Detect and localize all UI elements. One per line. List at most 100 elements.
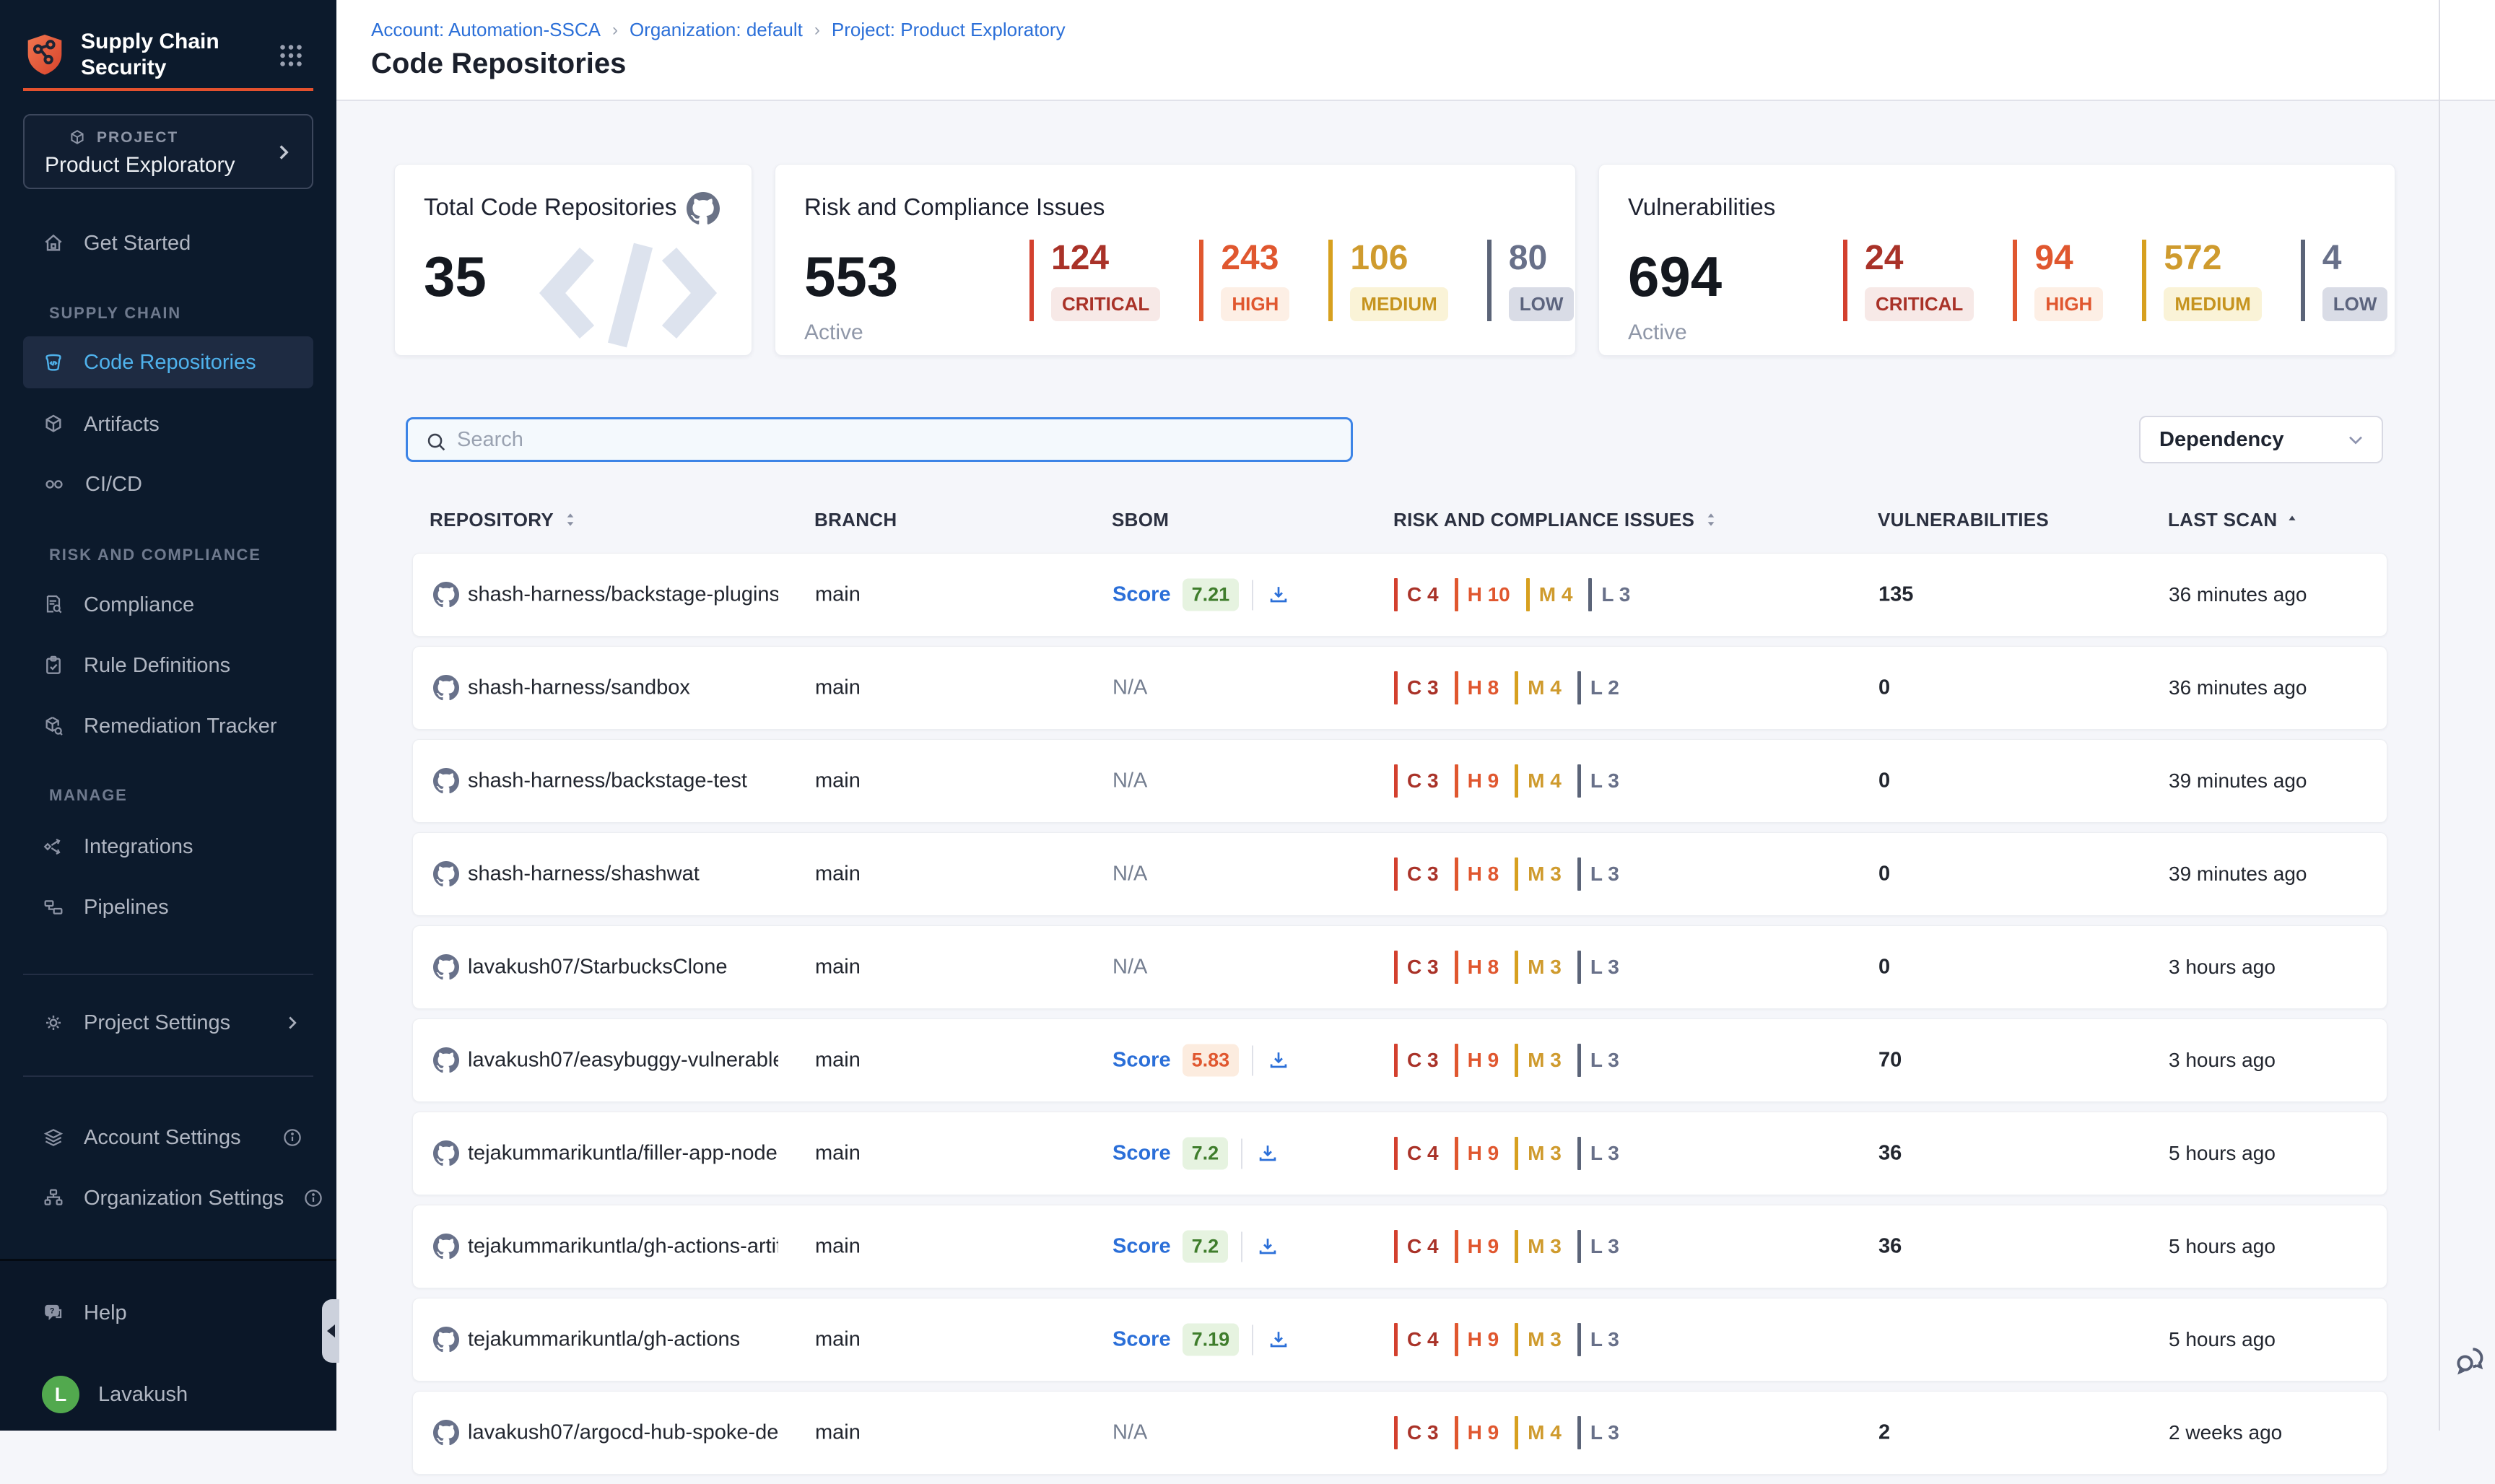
risk-chips: C 3 H 8 M 4 L 2 bbox=[1394, 671, 1635, 704]
github-icon bbox=[433, 861, 459, 887]
table-row[interactable]: tejakummarikuntla/gh-actions-artifacts m… bbox=[412, 1205, 2387, 1288]
sbom-score-link[interactable]: Score bbox=[1112, 1328, 1171, 1352]
sidebar-item-pipelines[interactable]: Pipelines bbox=[23, 881, 313, 933]
table-row[interactable]: tejakummarikuntla/filler-app-node main S… bbox=[412, 1112, 2387, 1195]
search-box[interactable] bbox=[406, 417, 1353, 462]
repo-name[interactable]: lavakush07/StarbucksClone bbox=[468, 956, 727, 979]
breadcrumb-org-link[interactable]: Organization: default bbox=[630, 19, 803, 41]
low-chip: L 3 bbox=[1577, 857, 1619, 891]
column-repository[interactable]: REPOSITORY bbox=[430, 505, 580, 534]
github-icon bbox=[687, 192, 720, 225]
sidebar-item-label: Integrations bbox=[84, 835, 193, 859]
collapse-arrow-icon bbox=[327, 1324, 335, 1337]
column-last-scan[interactable]: LAST SCAN bbox=[2168, 505, 2300, 534]
high-chip: H 9 bbox=[1455, 764, 1499, 798]
table-row[interactable]: shash-harness/sandbox main N/A C 3 H 8 M… bbox=[412, 646, 2387, 730]
vulnerabilities-count: 694 bbox=[1628, 244, 1722, 310]
divider bbox=[1252, 580, 1253, 610]
repo-name[interactable]: tejakummarikuntla/gh-actions bbox=[468, 1328, 740, 1352]
medium-chip: M 3 bbox=[1515, 1323, 1562, 1356]
divider bbox=[1241, 1231, 1242, 1262]
sbom-score-link[interactable]: Score bbox=[1112, 1142, 1171, 1166]
sidebar-item-help[interactable]: ? Help bbox=[23, 1287, 313, 1339]
medium-chip: M 4 bbox=[1515, 1416, 1562, 1449]
critical-chip: C 3 bbox=[1394, 1416, 1439, 1449]
repo-name[interactable]: shash-harness/shashwat bbox=[468, 863, 700, 886]
repo-name[interactable]: tejakummarikuntla/gh-actions-artifacts bbox=[468, 1235, 778, 1259]
sbom-score-link[interactable]: Score bbox=[1112, 1235, 1171, 1259]
download-sbom-icon[interactable] bbox=[1266, 1327, 1291, 1352]
sidebar-item-compliance[interactable]: Compliance bbox=[23, 579, 313, 631]
total-repos-count: 35 bbox=[424, 244, 487, 310]
last-scan: 36 minutes ago bbox=[2169, 583, 2307, 606]
sidebar-item-user-profile[interactable]: L Lavakush bbox=[23, 1369, 313, 1420]
vulnerabilities-card: Vulnerabilities 694 Active 24 CRITICAL 9… bbox=[1598, 164, 2395, 356]
column-risk-issues[interactable]: RISK AND COMPLIANCE ISSUES bbox=[1393, 505, 1720, 534]
low-chip: L 3 bbox=[1577, 764, 1619, 798]
critical-chip: C 3 bbox=[1394, 857, 1439, 891]
medium-chip: M 3 bbox=[1515, 951, 1562, 984]
document-search-icon bbox=[42, 593, 65, 616]
download-sbom-icon[interactable] bbox=[1255, 1234, 1280, 1259]
download-sbom-icon[interactable] bbox=[1255, 1141, 1280, 1166]
risk-severities: 124 CRITICAL 243 HIGH 106 MEDIUM 80 LOW bbox=[1029, 240, 1574, 321]
sidebar-item-rule-definitions[interactable]: Rule Definitions bbox=[23, 640, 313, 691]
app-title: Supply Chain Security bbox=[81, 29, 247, 81]
repo-name[interactable]: tejakummarikuntla/filler-app-node bbox=[468, 1142, 778, 1166]
repo-name[interactable]: shash-harness/backstage-test bbox=[468, 769, 747, 793]
scrollbar-track[interactable] bbox=[2439, 0, 2440, 1431]
repo-name[interactable]: shash-harness/sandbox bbox=[468, 676, 690, 700]
breadcrumb-project-link[interactable]: Project: Product Exploratory bbox=[832, 19, 1066, 41]
sbom-score-link[interactable]: Score bbox=[1112, 583, 1171, 607]
sidebar-item-account-settings[interactable]: Account Settings bbox=[23, 1112, 313, 1164]
low-chip: L 3 bbox=[1577, 1137, 1619, 1170]
table-row[interactable]: lavakush07/argocd-hub-spoke-demo main N/… bbox=[412, 1391, 2387, 1475]
breadcrumb-account-link[interactable]: Account: Automation-SSCA bbox=[371, 19, 601, 41]
table-row[interactable]: shash-harness/backstage-plugins main Sco… bbox=[412, 553, 2387, 637]
sidebar-item-get-started[interactable]: Get Started bbox=[23, 217, 313, 269]
table-row[interactable]: lavakush07/easybuggy-vulnerable-app… mai… bbox=[412, 1018, 2387, 1102]
dependency-filter-dropdown[interactable]: Dependency bbox=[2139, 416, 2383, 463]
sbom-cell: N/A bbox=[1112, 1421, 1147, 1445]
sidebar-item-artifacts[interactable]: Artifacts bbox=[23, 398, 313, 450]
info-icon[interactable] bbox=[302, 1187, 324, 1209]
repo-name[interactable]: shash-harness/backstage-plugins bbox=[468, 583, 778, 607]
sidebar-item-project-settings[interactable]: Project Settings bbox=[23, 997, 313, 1049]
sidebar-item-label: Compliance bbox=[84, 593, 194, 617]
sidebar-item-remediation-tracker[interactable]: Remediation Tracker bbox=[23, 700, 313, 752]
repo-name[interactable]: lavakush07/argocd-hub-spoke-demo bbox=[468, 1421, 778, 1445]
avatar: L bbox=[42, 1376, 79, 1413]
info-icon[interactable] bbox=[282, 1127, 303, 1148]
severity-item: 243 HIGH bbox=[1199, 240, 1289, 321]
sbom-na: N/A bbox=[1112, 863, 1147, 886]
project-label: PROJECT bbox=[97, 129, 178, 147]
sidebar-item-cicd[interactable]: CI/CD bbox=[23, 458, 313, 510]
table-row[interactable]: tejakummarikuntla/gh-actions main Score … bbox=[412, 1298, 2387, 1382]
sidebar-collapse-handle[interactable] bbox=[322, 1299, 339, 1363]
table-row[interactable]: shash-harness/shashwat main N/A C 3 H 8 … bbox=[412, 832, 2387, 916]
project-selector[interactable]: PROJECT Product Exploratory bbox=[23, 114, 313, 189]
branch-name: main bbox=[815, 863, 861, 886]
app-grid-icon[interactable] bbox=[274, 39, 308, 72]
vulnerability-count: 0 bbox=[1878, 769, 1890, 793]
chat-bubbles-icon[interactable] bbox=[2450, 1340, 2492, 1382]
search-input[interactable] bbox=[456, 421, 1325, 458]
column-vulnerabilities: VULNERABILITIES bbox=[1878, 505, 2049, 534]
sidebar-item-organization-settings[interactable]: Organization Settings bbox=[23, 1172, 313, 1224]
divider bbox=[1252, 1045, 1253, 1075]
column-sbom: SBOM bbox=[1112, 505, 1169, 534]
repo-name[interactable]: lavakush07/easybuggy-vulnerable-app… bbox=[468, 1049, 778, 1073]
sidebar-item-label: Account Settings bbox=[84, 1126, 241, 1150]
medium-chip: M 3 bbox=[1515, 1137, 1562, 1170]
sbom-score-link[interactable]: Score bbox=[1112, 1049, 1171, 1073]
table-row[interactable]: lavakush07/StarbucksClone main N/A C 3 H… bbox=[412, 925, 2387, 1009]
download-sbom-icon[interactable] bbox=[1266, 1048, 1291, 1073]
severity-badge: MEDIUM bbox=[1350, 287, 1447, 321]
sidebar-item-integrations[interactable]: Integrations bbox=[23, 821, 313, 873]
github-icon bbox=[433, 1140, 459, 1166]
sidebar-item-code-repositories[interactable]: Code Repositories bbox=[23, 336, 313, 388]
table-row[interactable]: shash-harness/backstage-test main N/A C … bbox=[412, 739, 2387, 823]
vulnerability-count: 70 bbox=[1878, 1049, 1902, 1073]
home-icon bbox=[42, 232, 65, 255]
download-sbom-icon[interactable] bbox=[1266, 582, 1291, 607]
